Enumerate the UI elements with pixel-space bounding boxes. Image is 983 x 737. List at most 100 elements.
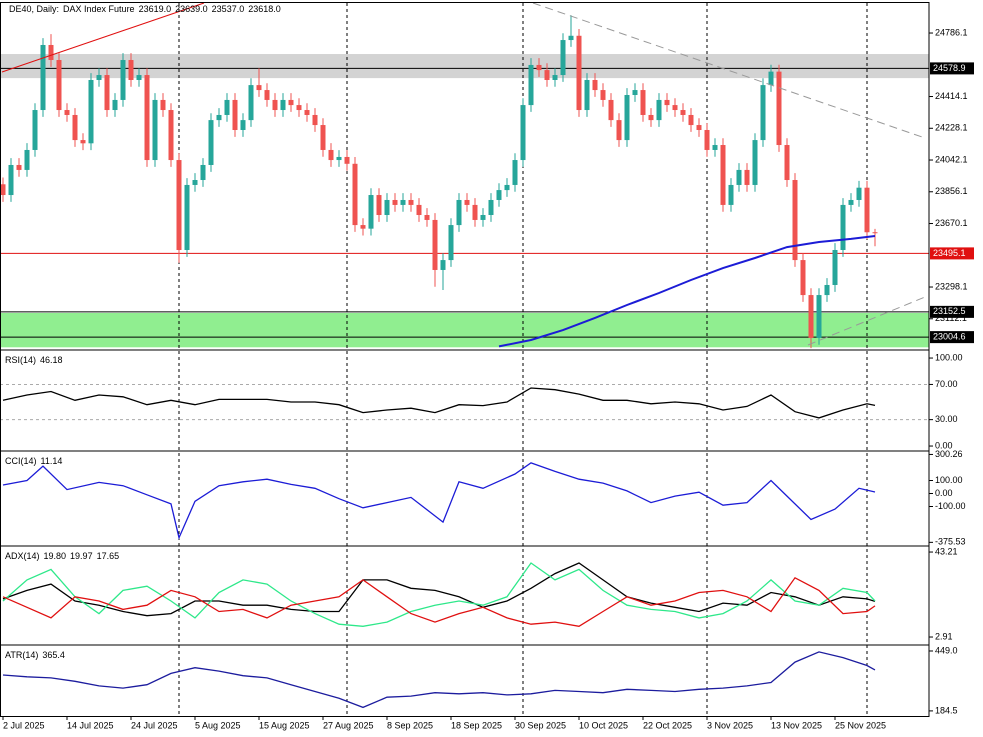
y-tick-label: 24042.1 [935, 154, 968, 164]
candle-body [824, 284, 830, 296]
level-label-bg [930, 62, 974, 75]
candle-body [168, 110, 174, 161]
candle-body [160, 99, 166, 111]
header-part: 19.80 [44, 551, 67, 561]
y-tick-label: 24414.1 [935, 91, 968, 101]
candle-body [752, 140, 758, 185]
header-part: CCI(14) [5, 456, 37, 466]
candle-body [56, 60, 62, 111]
candle-body [504, 184, 510, 191]
candle-body [576, 35, 582, 111]
candle-body [104, 75, 110, 111]
candle-body [384, 199, 390, 216]
front-layer: 24786.1 24414.1 24228.1 24042.1 23856.1 23670… [2, 4, 974, 730]
x-tick-label: 14 Jul 2025 [67, 720, 114, 730]
candle-body [608, 99, 614, 121]
candle-body [352, 163, 358, 226]
panel-header: RSI(14) 46.18 [5, 355, 63, 365]
candle-body [456, 199, 462, 226]
level-label-bg [930, 247, 974, 260]
header-part: ADX(14) [5, 551, 40, 561]
y-tick-label: 70.00 [935, 379, 958, 389]
indicator-line [2, 562, 876, 617]
level-label: 23495.1 [933, 248, 966, 258]
indicator-line [2, 576, 876, 627]
candle-body [848, 199, 854, 205]
header-part: 17.65 [97, 551, 120, 561]
indicator-line [2, 651, 876, 709]
header-part: 23537.0 [212, 4, 245, 14]
header-part: DE40, Daily: [9, 4, 59, 14]
candle-body [872, 232, 878, 234]
y-tick-label: -100.00 [935, 501, 966, 511]
candle-body [600, 90, 606, 100]
candle-body [8, 164, 14, 196]
candle-body [776, 71, 782, 146]
header-part: 365.4 [42, 650, 65, 660]
back-layer [0, 3, 929, 716]
candle-body [320, 125, 326, 150]
candle-body [232, 99, 238, 130]
candle-body [400, 199, 406, 205]
header-part: 23619.0 [139, 4, 172, 14]
y-tick-label: 24786.1 [935, 27, 968, 37]
candle-body [648, 114, 654, 121]
candle-body [520, 105, 526, 161]
candle-body [40, 44, 46, 111]
indicator-line [2, 562, 876, 627]
header-part: 46.18 [40, 355, 63, 365]
x-tick-label: 30 Sep 2025 [515, 720, 566, 730]
candle-body [464, 199, 470, 205]
x-tick-label: 18 Sep 2025 [451, 720, 502, 730]
candle-body [120, 60, 126, 100]
candle-body [336, 156, 342, 161]
header-part: ATR(14) [5, 650, 38, 660]
candle-body [480, 215, 486, 220]
level-label: 23004.6 [933, 331, 966, 341]
x-tick-label: 22 Oct 2025 [643, 720, 692, 730]
y-tick-label: 300.26 [935, 449, 963, 459]
moving-average [498, 235, 876, 348]
level-label: 23152.5 [933, 306, 966, 316]
candle-body [272, 99, 278, 111]
candle-body [112, 99, 118, 111]
candle-body [416, 204, 422, 216]
y-tick-label: -375.53 [935, 537, 966, 547]
candle-body [544, 70, 550, 80]
candle-body [360, 225, 366, 229]
zone [0, 312, 929, 348]
x-tick-label: 27 Aug 2025 [323, 720, 374, 730]
y-tick-label: 23112.1 [935, 313, 967, 323]
candle-body [664, 99, 670, 106]
candle-body [784, 145, 790, 181]
y-tick-label: 43.21 [935, 546, 958, 556]
y-tick-label: 23856.1 [935, 186, 968, 196]
candle-body [680, 110, 686, 115]
x-tick-label: 24 Jul 2025 [131, 720, 178, 730]
y-tick-label: 449.0 [935, 645, 958, 655]
header-part: DAX Index Future [63, 4, 135, 14]
candle-body [632, 90, 638, 96]
candle-body [712, 145, 718, 150]
y-tick-label: 23670.1 [935, 218, 968, 228]
candle-body [264, 90, 270, 100]
candle-body [72, 114, 78, 141]
header-part: 23618.0 [248, 4, 281, 14]
candle-body [488, 199, 494, 216]
candle-body [184, 184, 190, 250]
candle-body [832, 249, 838, 285]
candle-body [0, 184, 6, 196]
candle-body [424, 215, 430, 220]
candle-body [840, 204, 846, 250]
main-layer [0, 15, 878, 709]
candle-body [176, 160, 182, 250]
candle-body [128, 60, 134, 80]
candle-body [96, 75, 102, 80]
trend-line [1, 2, 205, 73]
candle-body [88, 79, 94, 144]
candle-body [152, 99, 158, 161]
candle-body [800, 260, 806, 296]
candle-body [736, 169, 742, 185]
candle-body [560, 40, 566, 76]
candle-body [808, 295, 814, 338]
